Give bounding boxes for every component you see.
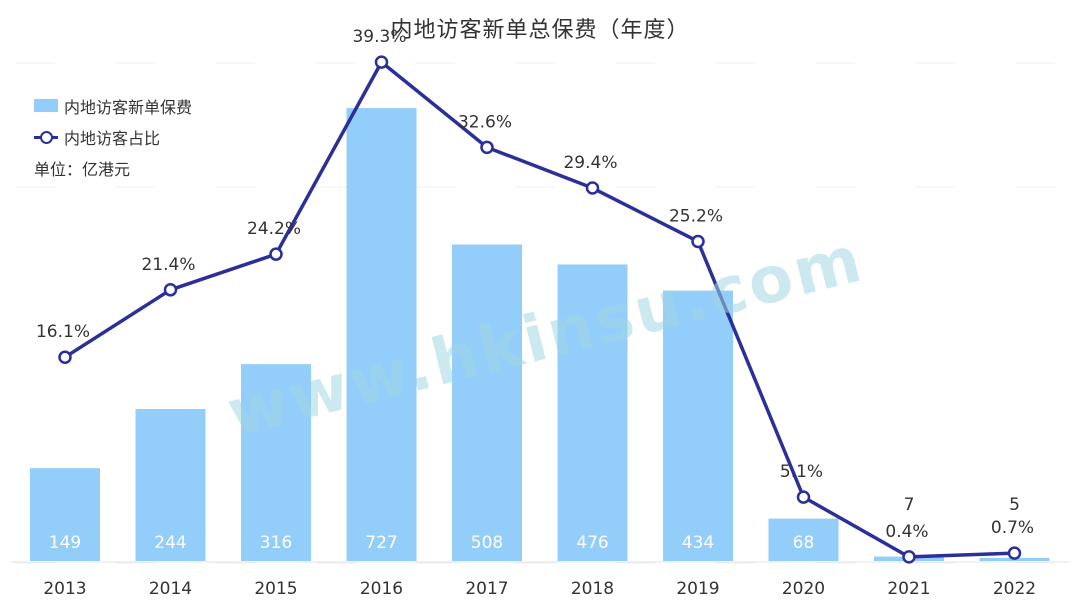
bar	[241, 364, 311, 561]
line-point	[480, 140, 494, 155]
bar-value-label: 68	[793, 533, 815, 553]
x-tick-label: 2016	[360, 579, 403, 599]
line-point	[585, 181, 600, 195]
line-value-label: 25.2%	[669, 206, 723, 226]
line-point	[58, 350, 72, 364]
x-tick-label: 2013	[43, 579, 86, 599]
bar-value-label: 149	[49, 533, 81, 553]
line-value-label: 24.2%	[247, 219, 301, 239]
line-value-label: 39.3%	[352, 27, 406, 47]
x-tick-label: 2020	[782, 579, 825, 599]
line-point	[1007, 546, 1022, 560]
line-value-label: 29.4%	[563, 153, 617, 173]
x-tick-label: 2014	[149, 579, 192, 599]
x-tick-label: 2022	[993, 579, 1036, 599]
line-point	[269, 247, 283, 261]
line-series	[64, 60, 1015, 559]
line-value-label: 5.1%	[780, 462, 823, 482]
chart-title: 内地访客新单总保费（年度）	[390, 18, 690, 43]
bar-value-label: 727	[365, 533, 397, 553]
legend-line-label: 内地访客占比	[64, 128, 161, 148]
bar	[557, 264, 628, 561]
line-point	[374, 55, 389, 69]
bar-value-label: 508	[471, 533, 503, 553]
bar	[135, 408, 206, 561]
legend-item-bar: 内地访客新单保费	[34, 90, 192, 121]
bar	[452, 244, 522, 562]
bar-value-label: 476	[576, 533, 608, 553]
legend-bar-swatch	[34, 99, 58, 112]
x-tick-label: 2015	[254, 579, 297, 599]
line-value-label: 16.1%	[36, 322, 90, 342]
bar-value-label: 434	[682, 533, 714, 553]
unit-label: 单位：亿港元	[34, 159, 131, 179]
line-point	[691, 234, 705, 249]
legend: 内地访客新单保费 内地访客占比 单位：亿港元	[34, 90, 192, 183]
legend-line-swatch	[34, 130, 58, 144]
line-point	[902, 550, 916, 564]
bar-value-label: 244	[154, 533, 186, 553]
x-tick-label: 2019	[676, 579, 719, 599]
bar-value-label: 316	[260, 533, 292, 553]
bar-value-label: 5	[1009, 495, 1020, 515]
bar	[663, 290, 733, 561]
x-tick-label: 2021	[887, 579, 930, 599]
line-value-label: 21.4%	[141, 255, 195, 275]
line-point	[796, 490, 811, 504]
bar	[346, 108, 417, 561]
line-value-label: 0.4%	[885, 522, 928, 542]
line-value-label: 0.7%	[991, 518, 1034, 538]
bar	[30, 468, 100, 561]
bar	[768, 518, 839, 561]
bar-value-label: 7	[904, 495, 915, 515]
x-tick-label: 2018	[571, 579, 614, 599]
x-tick-label: 2017	[465, 579, 508, 599]
line-point	[163, 283, 178, 297]
legend-bar-label: 内地访客新单保费	[64, 97, 193, 117]
legend-item-line: 内地访客占比	[34, 121, 192, 152]
line-value-label: 32.6%	[458, 112, 512, 132]
